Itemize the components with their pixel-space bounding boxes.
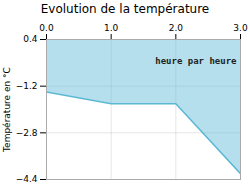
html-text:Evolution de la température: Evolution de la température (40, 2, 210, 16)
svg-text:−2.8: −2.8 (16, 128, 38, 138)
svg-text:0.0: 0.0 (39, 23, 54, 33)
svg-text:0.4: 0.4 (23, 34, 38, 44)
svg-text:−1.2: −1.2 (16, 81, 38, 91)
svg-text:1.0: 1.0 (104, 23, 119, 33)
svg-text:3.0: 3.0 (233, 23, 248, 33)
svg-text:2.0: 2.0 (169, 23, 184, 33)
svg-text:heure par heure: heure par heure (155, 56, 237, 66)
svg-text:−4.4: −4.4 (16, 174, 38, 184)
svg-text:Température en °C: Température en °C (2, 67, 12, 153)
